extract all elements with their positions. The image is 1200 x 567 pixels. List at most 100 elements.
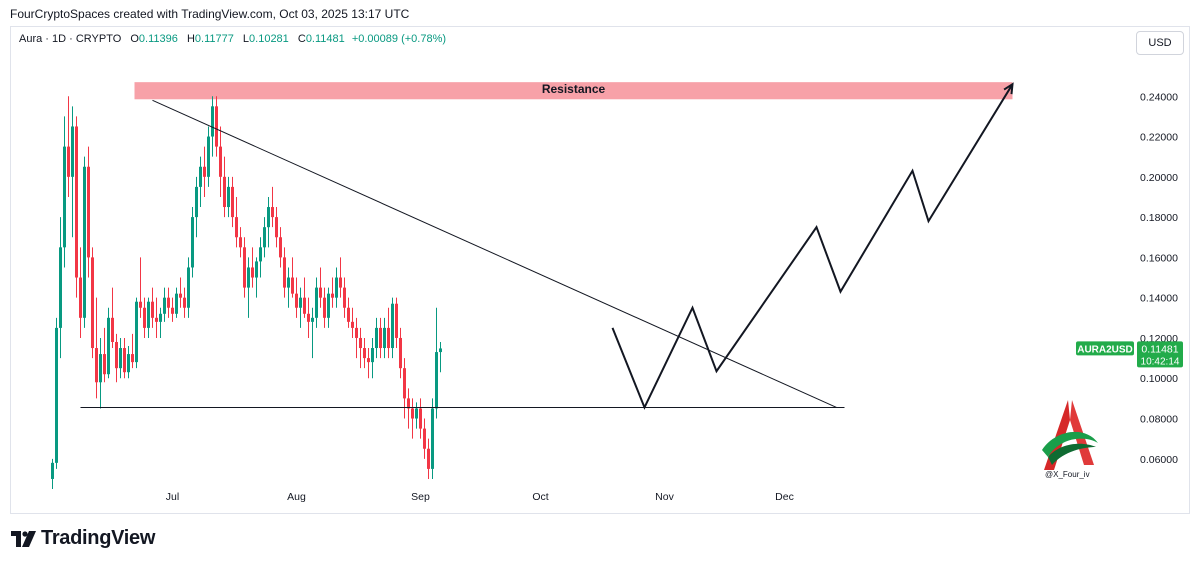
candle-body [167,297,170,308]
close-label: C [297,33,306,45]
candle-body [279,237,282,258]
candle-body [151,301,154,318]
trendline [152,99,837,408]
candle-body [91,257,94,349]
candle-body [259,247,262,262]
candle-body [387,327,390,349]
price-tag-value: 0.11481 [1141,343,1178,355]
candle-body [179,293,182,298]
candle-body [215,106,218,147]
y-tick-label: 0.18000 [1140,212,1178,224]
high-value: 0.11777 [194,33,234,45]
candle-body [99,354,102,383]
candle-body [391,303,394,349]
chart-frame [10,26,1190,514]
y-tick-label: 0.10000 [1140,373,1178,385]
resistance-label: Resistance [542,82,606,96]
candle-body [399,337,402,369]
y-tick-label: 0.08000 [1140,414,1178,426]
candle-body [75,126,78,278]
candle-body [307,313,310,322]
candle-body [55,327,58,463]
candle-body [439,348,442,353]
candle-body [319,287,322,298]
candle-body [251,267,254,278]
candle-body [271,207,274,218]
candle-body [367,358,370,363]
candle-body [431,408,434,469]
candle-body [419,408,422,429]
candle-body [375,327,378,349]
author-logo-icon [1042,400,1098,470]
candle-body [155,317,158,322]
symbol-legend: Aura · 1D · CRYPTO O0.11396 H0.11777 L0.… [19,33,446,45]
y-tick-label: 0.20000 [1140,172,1178,184]
candle-body [435,352,438,409]
candle-body [351,321,354,328]
x-tick-label: Jul [166,491,179,503]
candle-body [411,408,414,419]
low-label: L [242,33,250,45]
projection-path [611,83,1014,410]
change-value: +0.00089 (+0.78%) [351,33,447,45]
candle-body [379,327,382,349]
y-tick-label: 0.06000 [1140,454,1178,466]
candle-body [371,348,374,363]
candle-body [239,237,242,248]
low-value: 0.10281 [249,33,289,45]
tradingview-wordmark: TradingView [41,527,156,549]
x-tick-label: Nov [655,491,674,503]
y-tick-label: 0.16000 [1140,252,1178,264]
candle-body [295,293,298,308]
candle-body [427,448,430,469]
candle-body [203,166,206,177]
candle-body [299,297,302,308]
candle-body [211,106,214,137]
candle-body [67,146,70,177]
candle-body [235,217,238,238]
open-label: O [130,33,139,45]
candle-body [207,136,210,177]
candle-body [199,166,202,187]
candle-body [243,247,246,288]
candle-body [331,293,334,298]
candle-body [395,303,398,338]
symbol-label: Aura · 1D · CRYPTO [19,33,122,45]
candle-body [363,348,366,359]
candle-body [223,176,226,208]
close-value: 0.11481 [305,33,345,45]
candle-body [327,293,330,318]
candle-body [287,277,290,288]
currency-button[interactable]: USD [1136,31,1184,55]
candle-body [71,126,74,177]
candle-body [147,301,150,328]
candle-body [139,301,142,308]
candle-body [219,146,222,177]
candle-body [407,398,410,409]
author-handle: @X_Four_iv [1045,470,1090,479]
tradingview-logo-icon [11,530,36,547]
candle-body [51,462,54,479]
chart-caption: FourCryptoSpaces created with TradingVie… [10,7,410,21]
candle-body [343,287,346,308]
y-tick-label: 0.24000 [1140,91,1178,103]
candle-body [191,217,194,268]
candle-body [103,354,106,375]
candle-body [303,297,306,314]
candle-body [383,327,386,349]
candle-body [311,317,314,322]
projection-arrowhead [1003,82,1014,95]
high-label: H [186,33,195,45]
resistance-zone [134,82,1013,100]
candle-body [315,287,318,318]
candle-body [291,277,294,294]
candle-body [175,293,178,314]
candle-body [347,307,350,322]
open-value: 0.11396 [138,33,178,45]
candle-body [143,307,146,328]
candle-body [159,313,162,322]
candle-body [123,348,126,373]
candle-body [355,327,358,338]
candle-body [275,217,278,238]
candle-body [63,146,66,248]
